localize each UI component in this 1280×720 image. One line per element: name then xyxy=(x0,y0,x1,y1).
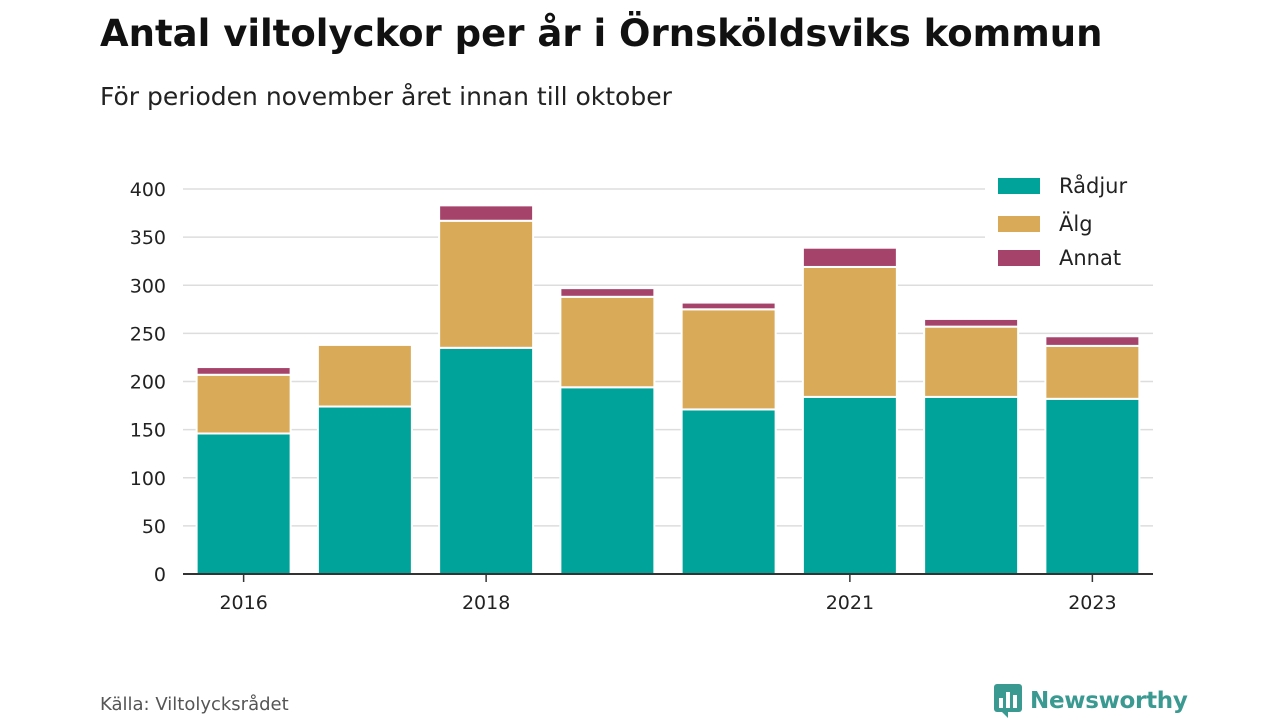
x-axis: 2016 2018 2021 2023 xyxy=(183,573,1153,614)
brand-name: Newsworthy xyxy=(1030,688,1188,714)
bar-segment-annat-2016 xyxy=(195,366,292,376)
bar-segment-annat-2021 xyxy=(801,246,898,268)
bar-segment-älg-2023 xyxy=(1044,344,1141,400)
source-note: Källa: Viltolycksrådet xyxy=(100,694,289,715)
bars xyxy=(195,204,1141,576)
bar-segment-annat-2020 xyxy=(680,301,777,311)
bar-segment-rådjur-2021 xyxy=(801,395,898,575)
bar-segment-älg-2021 xyxy=(801,265,898,398)
chart-title: Antal viltolyckor per år i Örnsköldsviks… xyxy=(100,12,1103,55)
y-axis-ticks: 0 50 100 150 200 250 300 350 400 xyxy=(130,179,166,586)
y-tick-label: 300 xyxy=(130,275,166,297)
bar-segment-rådjur-2019 xyxy=(559,386,656,575)
legend-swatch-annat xyxy=(998,250,1040,266)
bar-segment-älg-2018 xyxy=(438,219,535,349)
legend-label[interactable]: Annat xyxy=(1059,246,1121,270)
bar-segment-rådjur-2023 xyxy=(1044,397,1141,576)
chart-subtitle: För perioden november året innan till ok… xyxy=(100,82,672,111)
legend-label[interactable]: Älg xyxy=(1059,211,1093,236)
bar-segment-rådjur-2020 xyxy=(680,408,777,575)
bar-segment-älg-2022 xyxy=(923,325,1020,398)
stacked-bar-chart: 0 50 100 150 200 250 300 350 400 2016 2018 2021 202… xyxy=(129,168,1153,614)
bar-segment-älg-2019 xyxy=(559,295,656,389)
legend-label[interactable]: Rådjur xyxy=(1059,173,1127,198)
bar-chart-badge-icon xyxy=(994,684,1022,718)
legend-swatch-rådjur xyxy=(998,178,1040,194)
brand-logo[interactable]: Newsworthy xyxy=(994,684,1188,718)
bar-segment-rådjur-2016 xyxy=(195,432,292,575)
bar-segment-annat-2018 xyxy=(438,204,535,222)
bar-segment-älg-2016 xyxy=(195,373,292,435)
y-tick-label: 0 xyxy=(154,564,166,586)
y-tick-label: 50 xyxy=(142,516,166,538)
bar-segment-annat-2023 xyxy=(1044,335,1141,347)
bar-segment-älg-2017 xyxy=(316,343,413,408)
bar-segment-rådjur-2018 xyxy=(438,346,535,575)
bar-segment-rådjur-2022 xyxy=(923,395,1020,575)
bar-segment-annat-2019 xyxy=(559,287,656,298)
bar-segment-annat-2022 xyxy=(923,317,1020,328)
x-tick-label: 2021 xyxy=(826,592,874,614)
bar-segment-rådjur-2017 xyxy=(316,405,413,575)
bar-segment-älg-2020 xyxy=(680,308,777,411)
y-tick-label: 200 xyxy=(130,372,166,394)
y-tick-label: 150 xyxy=(130,420,166,442)
y-tick-label: 350 xyxy=(130,227,166,249)
x-tick-label: 2023 xyxy=(1068,592,1116,614)
y-tick-label: 400 xyxy=(130,179,166,201)
x-tick-label: 2018 xyxy=(462,592,510,614)
x-tick-label: 2016 xyxy=(219,592,267,614)
legend: Rådjur Älg Annat xyxy=(985,168,1153,276)
legend-swatch-älg xyxy=(998,216,1040,232)
y-tick-label: 100 xyxy=(130,468,166,490)
y-tick-label: 250 xyxy=(130,323,166,345)
